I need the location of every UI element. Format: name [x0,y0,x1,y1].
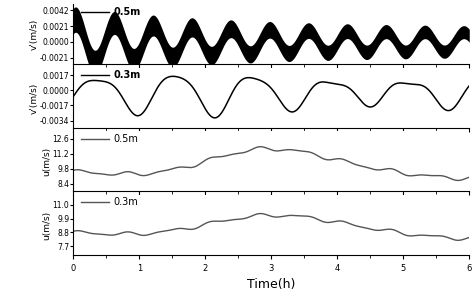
Y-axis label: v'(m/s): v'(m/s) [29,82,38,113]
X-axis label: Time(h): Time(h) [247,278,296,292]
Y-axis label: u(m/s): u(m/s) [42,210,51,239]
Y-axis label: v'(m/s): v'(m/s) [30,19,39,50]
Text: 0.5m: 0.5m [113,134,138,144]
Y-axis label: u(m/s): u(m/s) [42,147,51,176]
Text: 0.3m: 0.3m [113,70,140,80]
Text: 0.5m: 0.5m [113,6,140,17]
Text: 0.3m: 0.3m [113,197,138,207]
